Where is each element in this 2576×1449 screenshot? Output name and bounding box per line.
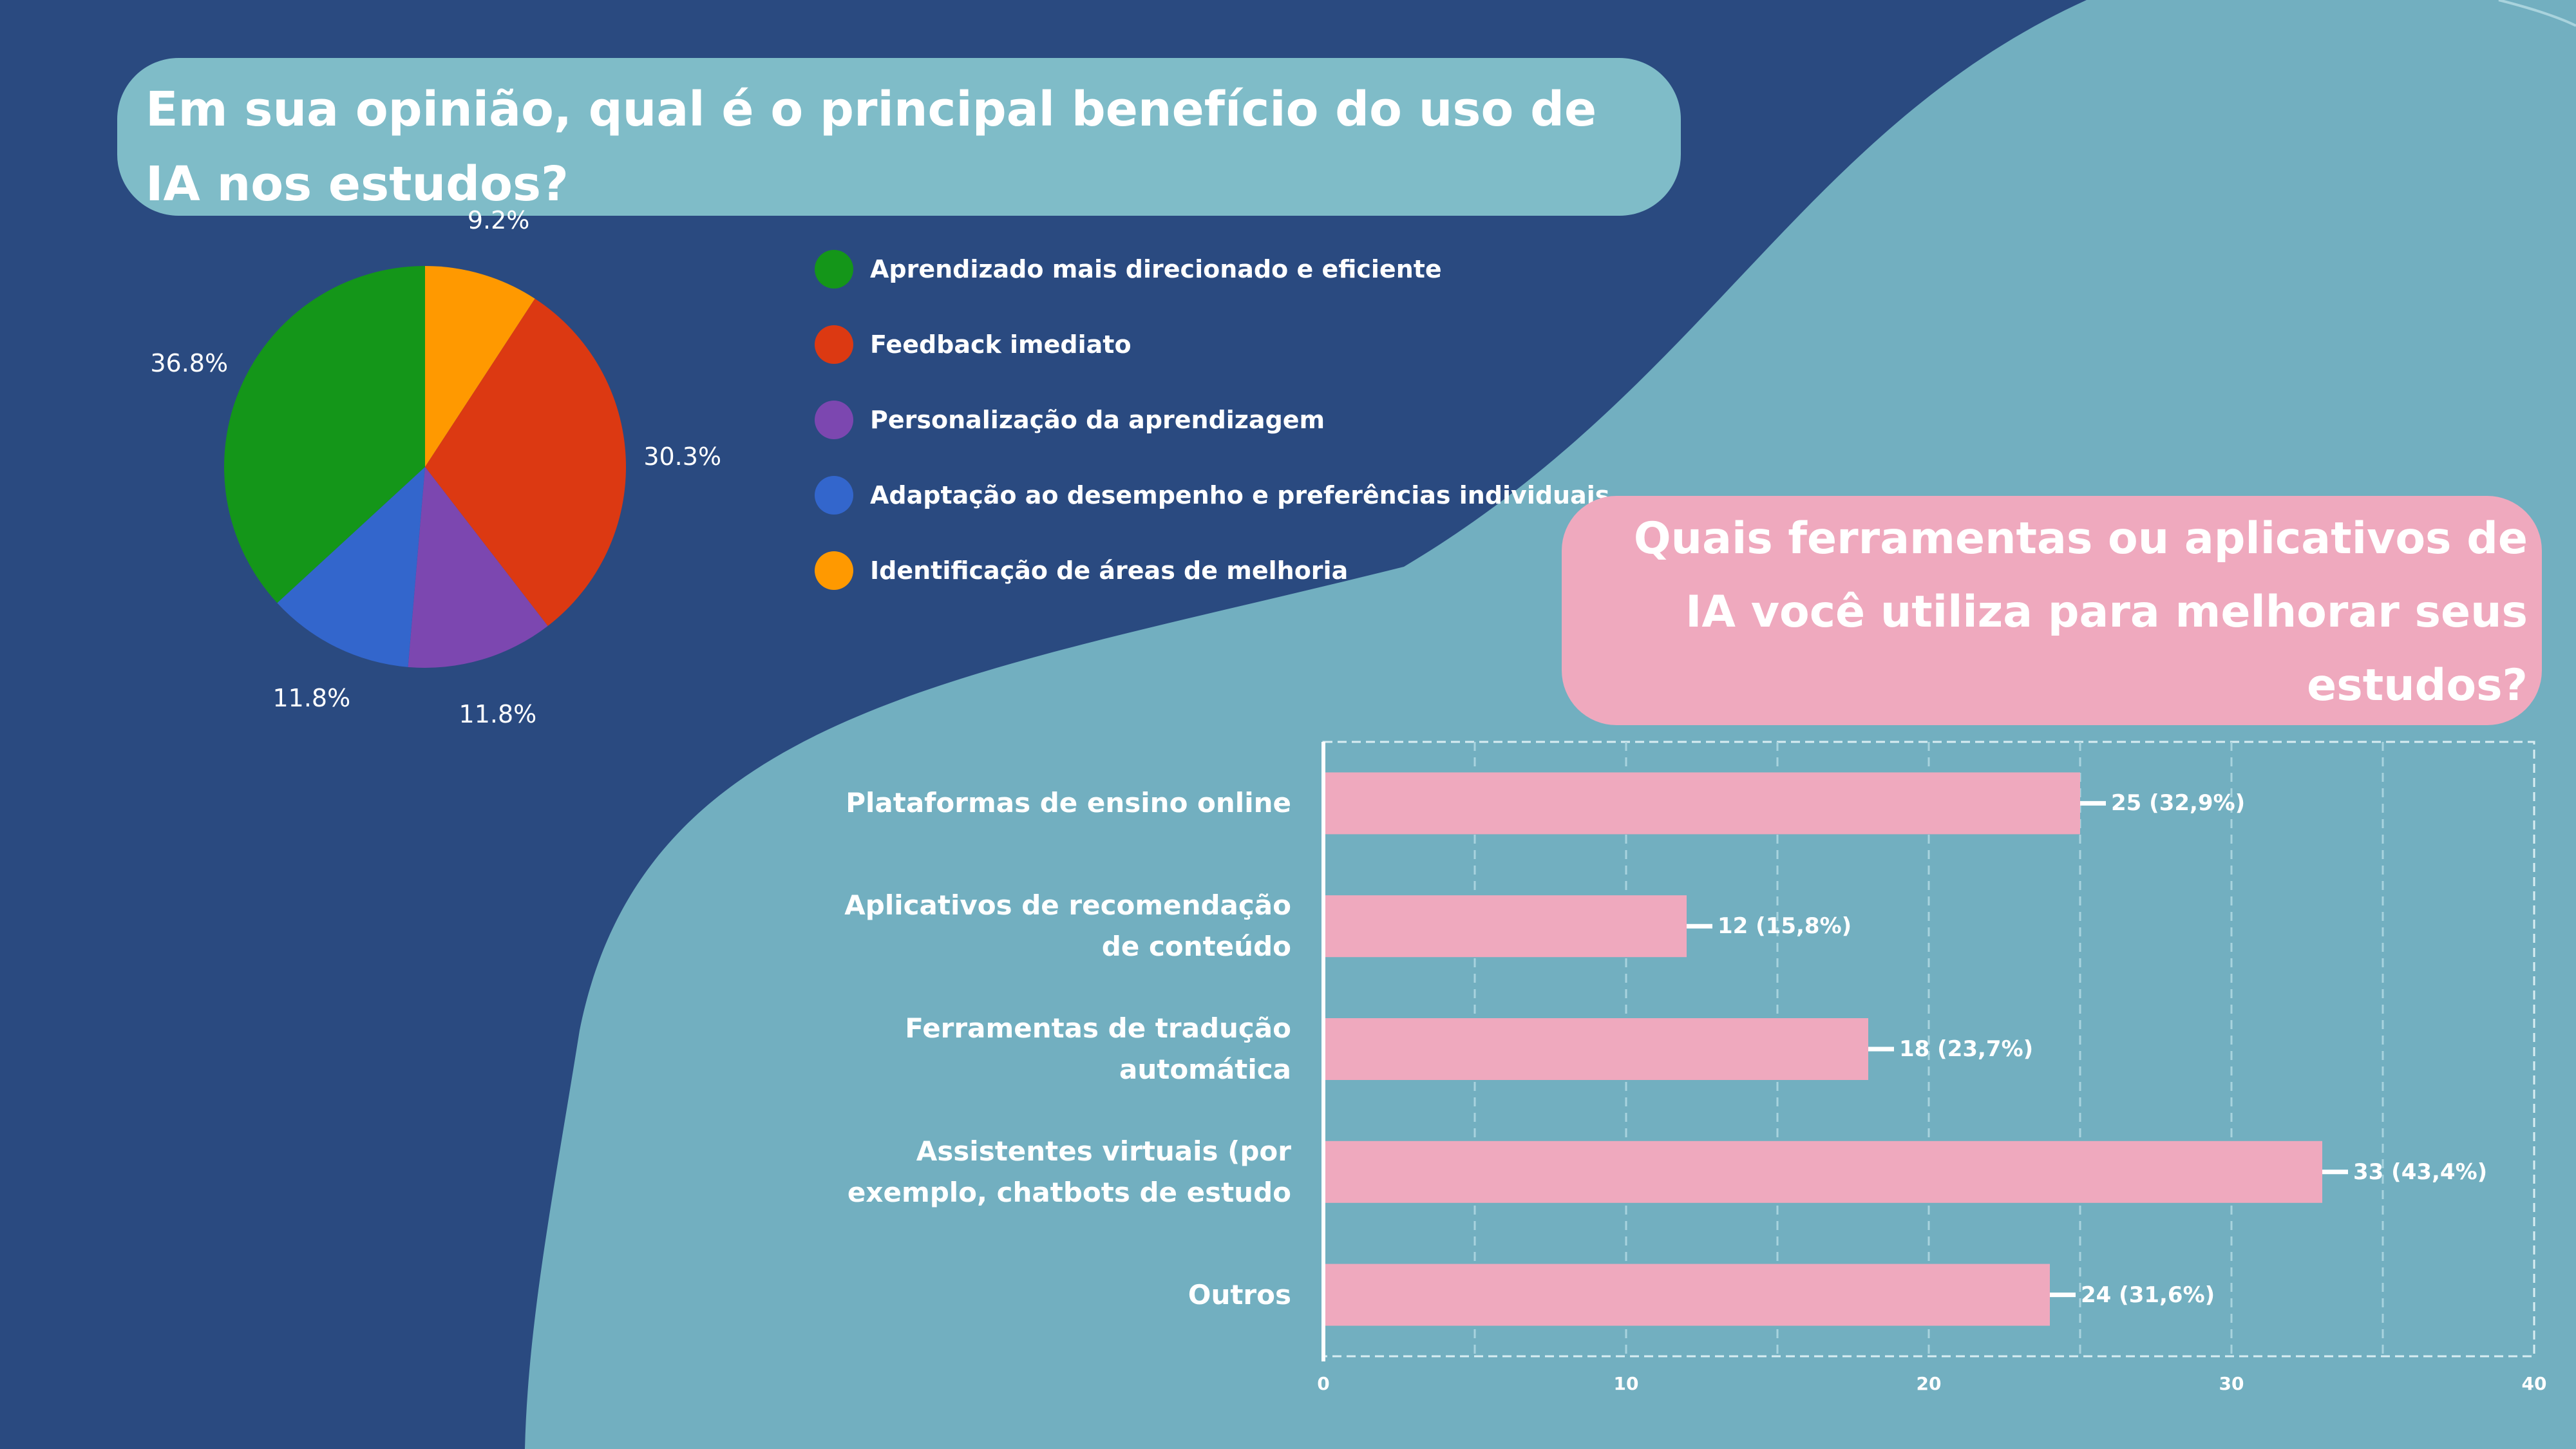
- x-tick-label: 40: [2521, 1373, 2547, 1394]
- bar-category-label-line: Assistentes virtuais (por: [916, 1135, 1291, 1167]
- pie-slice-label: 30.3%: [643, 442, 722, 471]
- legend-color-dot: [815, 476, 853, 515]
- legend-color-dot: [815, 401, 853, 439]
- bar: [1323, 1264, 2050, 1326]
- legend-item-label: Aprendizado mais direcionado e eficiente: [870, 255, 1442, 283]
- pie-slice: [277, 467, 425, 667]
- bar-value-label: 25 (32,9%): [2111, 790, 2246, 817]
- legend-item-label: Adaptação ao desempenho e preferências i…: [870, 481, 1610, 509]
- legend-item: Adaptação ao desempenho e preferências i…: [815, 476, 1609, 515]
- legend-item: Identificação de áreas de melhoria: [815, 551, 1348, 590]
- bar-category-label: Plataformas de ensino online: [846, 782, 1291, 824]
- legend-color-dot: [815, 551, 853, 590]
- bar: [1323, 1141, 2322, 1203]
- bar-category-label-line: Aplicativos de recomendação: [844, 889, 1291, 922]
- pie-slice: [408, 467, 548, 668]
- bar-category-label-line: automática: [1119, 1054, 1291, 1085]
- bar-value-label: 12 (15,8%): [1718, 913, 1852, 940]
- pie-slice-label: 11.8%: [272, 684, 351, 713]
- bar-category-label: Aplicativos de recomendação de conteúdo: [844, 885, 1291, 967]
- bar-category-label-line: Ferramentas de tradução: [905, 1012, 1291, 1044]
- bar-value-label: 18 (23,7%): [1899, 1036, 2034, 1062]
- background-wave: [525, 0, 2576, 1449]
- bar-value-label: 33 (43,4%): [2353, 1159, 2488, 1185]
- legend-color-dot: [815, 250, 853, 289]
- pie-chart-title: Em sua opinião, qual é o principal benef…: [117, 58, 1681, 216]
- legend-color-dot: [815, 325, 853, 364]
- bar-category-label-line: Outros: [1188, 1278, 1291, 1311]
- bar-chart-title: Quais ferramentas ou aplicativos de IA v…: [1562, 496, 2542, 725]
- bar: [1323, 1018, 1868, 1080]
- bar-category-label: Outros: [1188, 1274, 1291, 1316]
- bar-category-label-line: exemplo, chatbots de estudo: [847, 1176, 1291, 1208]
- background-curve-line: [2498, 0, 2576, 27]
- bar: [1323, 772, 2080, 835]
- legend-item: Aprendizado mais direcionado e eficiente: [815, 250, 1442, 289]
- x-tick-label: 30: [2219, 1373, 2244, 1394]
- pie-slice: [425, 266, 535, 467]
- pie-slice-label: 11.8%: [459, 699, 537, 728]
- x-tick-label: 0: [1317, 1373, 1330, 1394]
- pie-chart: [224, 266, 626, 668]
- legend-item: Feedback imediato: [815, 325, 1132, 364]
- pie-slice-label: 36.8%: [150, 349, 229, 378]
- legend-item-label: Personalização da aprendizagem: [870, 406, 1325, 434]
- x-tick-label: 20: [1916, 1373, 1942, 1394]
- bar-category-label-line: Plataformas de ensino online: [846, 787, 1291, 819]
- x-tick-label: 10: [1613, 1373, 1639, 1394]
- plot-area-border: [1322, 741, 2535, 1358]
- legend-item-label: Identificação de áreas de melhoria: [870, 556, 1349, 585]
- pie-slice: [425, 298, 626, 627]
- bar-category-label: Assistentes virtuais (por exemplo, chatbo…: [848, 1131, 1291, 1213]
- bar-category-label-line: de conteúdo: [1101, 931, 1291, 963]
- pie-slice: [224, 266, 425, 603]
- bar-value-label: 24 (31,6%): [2081, 1282, 2215, 1308]
- legend-item-label: Feedback imediato: [870, 330, 1132, 359]
- pie-slice-label: 9.2%: [467, 205, 530, 234]
- bar-category-label: Ferramentas de tradução automática: [905, 1008, 1291, 1090]
- legend-item: Personalização da aprendizagem: [815, 401, 1325, 439]
- bar: [1323, 895, 1687, 958]
